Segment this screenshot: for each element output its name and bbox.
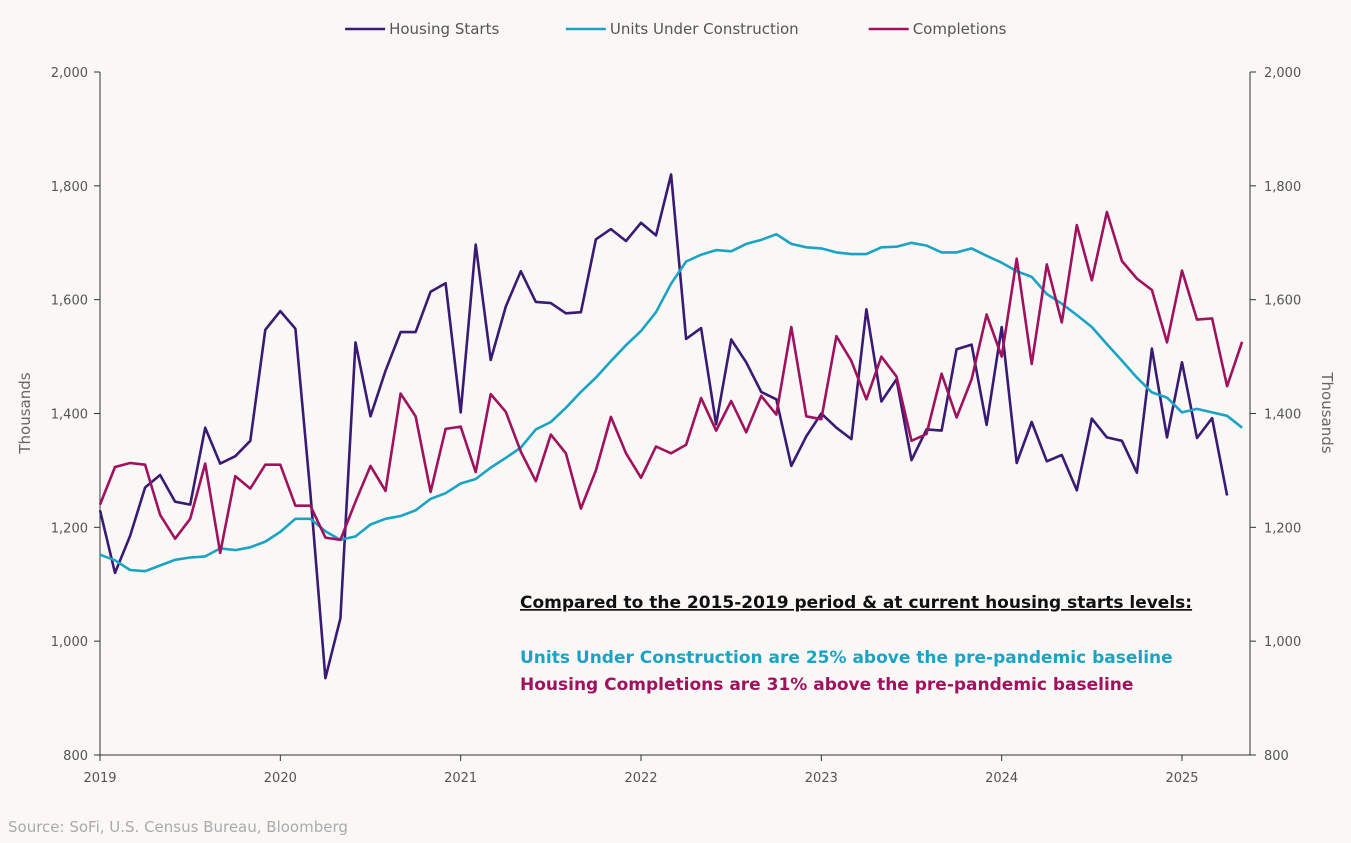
annotation-line2: Housing Completions are 31% above the pr… — [520, 675, 1133, 695]
y-tick-label-right: 1,200 — [1264, 521, 1301, 536]
y-tick-label-right: 1,000 — [1264, 635, 1301, 650]
legend-label-completions: Completions — [913, 20, 1007, 38]
y-tick-label-left: 1,400 — [51, 408, 88, 423]
x-tick-label: 2023 — [805, 771, 838, 786]
legend-label-housing-starts: Housing Starts — [389, 20, 499, 38]
y-axis-title-left: Thousands — [16, 372, 34, 454]
y-tick-label-right: 1,800 — [1264, 180, 1301, 195]
series-lines — [98, 173, 1244, 680]
x-tick-label: 2020 — [264, 771, 297, 786]
y-tick-label-right: 1,400 — [1264, 408, 1301, 423]
y-tick-label-right: 800 — [1264, 749, 1289, 764]
x-tick-label: 2019 — [83, 771, 116, 786]
x-tick-label: 2025 — [1165, 771, 1198, 786]
series-line-completions — [98, 210, 1244, 555]
annotation: Compared to the 2015-2019 period & at cu… — [520, 593, 1192, 695]
ticks: 800 800 1,000 1,000 1,200 1,200 1,400 1,400 1,60… — [51, 66, 1301, 786]
series-line-housing-starts — [98, 173, 1229, 680]
annotation-heading: Compared to the 2015-2019 period & at cu… — [520, 593, 1192, 613]
legend: Housing Starts Units Under Construction Co… — [345, 20, 1007, 38]
source-note: Source: SoFi, U.S. Census Bureau, Bloomb… — [8, 818, 348, 836]
y-tick-label-right: 2,000 — [1264, 66, 1301, 81]
y-tick-label-left: 1,000 — [51, 635, 88, 650]
y-tick-label-left: 800 — [63, 749, 88, 764]
y-tick-label-left: 1,800 — [51, 180, 88, 195]
x-tick-label: 2021 — [444, 771, 477, 786]
annotation-line1: Units Under Construction are 25% above t… — [520, 648, 1173, 668]
x-tick-label: 2022 — [624, 771, 657, 786]
y-axis-title-right: Thousands — [1318, 371, 1336, 453]
series-line-units-under-construction — [99, 232, 1243, 573]
y-tick-label-left: 1,600 — [51, 294, 88, 309]
x-tick-label: 2024 — [985, 771, 1018, 786]
y-tick-label-left: 2,000 — [51, 66, 88, 81]
y-tick-label-right: 1,600 — [1264, 294, 1301, 309]
y-tick-label-left: 1,200 — [51, 521, 88, 536]
legend-label-units-under-construction: Units Under Construction — [610, 20, 799, 38]
